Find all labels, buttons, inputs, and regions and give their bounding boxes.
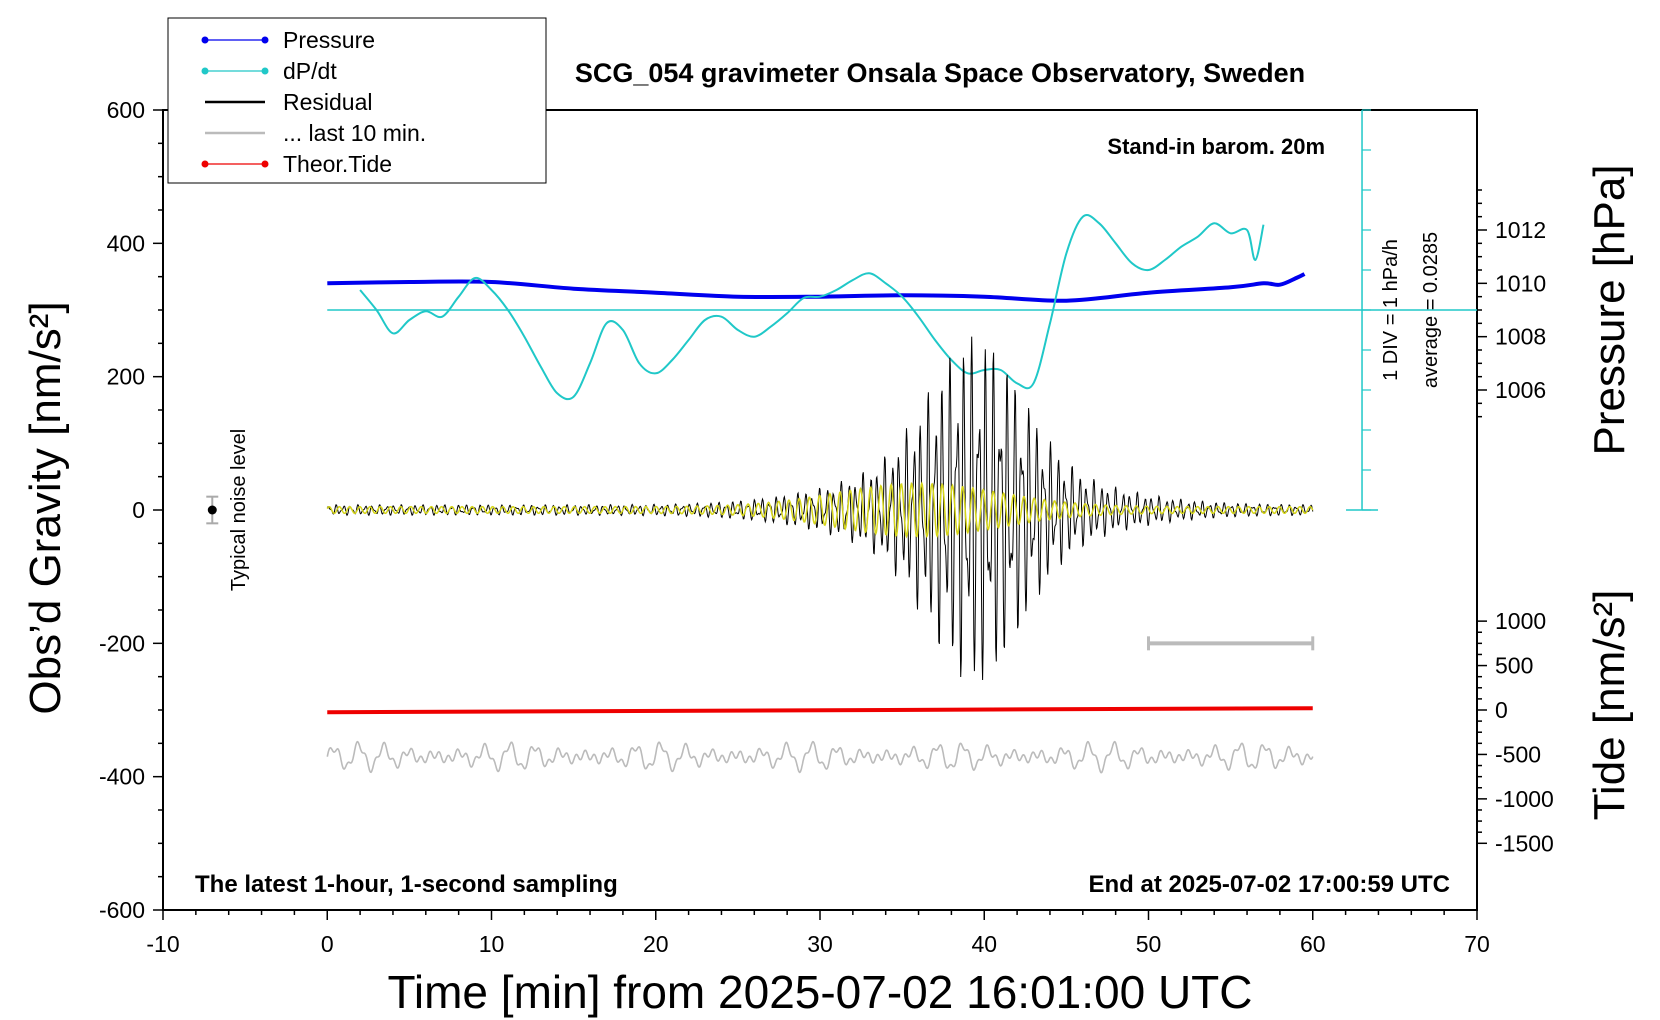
x-axis-label: Time [min] from 2025-07-02 16:01:00 UTC	[388, 966, 1253, 1018]
pressure-tick-label: 1008	[1495, 324, 1546, 350]
pressure-tick-label: 1006	[1495, 377, 1546, 403]
end-time-note: End at 2025-07-02 17:00:59 UTC	[1089, 871, 1451, 898]
noise-level-label: Typical noise level	[228, 429, 250, 591]
tide-tick-label: -500	[1495, 741, 1541, 767]
legend-box	[167, 17, 547, 184]
y-axis-label-tide: Tide [nm/s²]	[1585, 590, 1634, 821]
legend-label: Theor.Tide	[283, 151, 392, 177]
x-tick-label: -10	[146, 931, 179, 957]
legend-label: Pressure	[283, 27, 375, 53]
noise-marker-point	[207, 505, 217, 515]
x-tick-label: 60	[1300, 931, 1326, 957]
pressure-tick-label: 1012	[1495, 217, 1546, 243]
tide-tick-label: -1000	[1495, 786, 1554, 812]
tide-tick-label: -1500	[1495, 830, 1554, 856]
x-tick-label: 40	[971, 931, 997, 957]
residual-smoothed-line	[326, 481, 1314, 539]
x-tick-label: 70	[1464, 931, 1490, 957]
y-tick-label: 200	[107, 364, 145, 390]
tide-tick-label: 1000	[1495, 608, 1546, 634]
legend-label: dP/dt	[283, 58, 337, 84]
sampling-note: The latest 1-hour, 1-second sampling	[195, 871, 618, 898]
tide-tick-label: 0	[1495, 697, 1508, 723]
chart-title: SCG_054 gravimeter Onsala Space Observat…	[575, 58, 1305, 88]
legend-label: Residual	[283, 89, 373, 115]
div-scale-note: 1 DIV = 1 hPa/h	[1380, 239, 1402, 381]
legend-swatch-dot-right	[261, 36, 269, 44]
dpdt-line	[359, 214, 1265, 401]
legend-swatch-dot-left	[201, 67, 209, 75]
pressure-tick-label: 1010	[1495, 270, 1546, 296]
legend-swatch-dot-left	[201, 36, 209, 44]
average-note: average = 0.0285	[1420, 232, 1442, 388]
y-tick-label: -400	[99, 764, 145, 790]
y-tick-label: -600	[99, 897, 145, 923]
residual-line	[326, 336, 1314, 681]
residual-last-10-min-line	[326, 740, 1314, 774]
stand-in-barometer-note: Stand-in barom. 20m	[1107, 134, 1325, 159]
legend-label: ... last 10 min.	[283, 120, 426, 146]
legend-swatch-dot-left	[201, 160, 209, 168]
y-tick-label: 0	[132, 497, 145, 523]
legend-swatch-dot-right	[261, 160, 269, 168]
y-axis-label-left: Obs’d Gravity [nm/s²]	[21, 301, 70, 714]
y-tick-label: 600	[107, 97, 145, 123]
tide-line	[327, 706, 1313, 715]
x-tick-label: 50	[1136, 931, 1162, 957]
legend-swatch-dot-right	[261, 67, 269, 75]
x-tick-label: 30	[807, 931, 833, 957]
x-tick-label: 10	[479, 931, 505, 957]
tide-tick-label: 500	[1495, 653, 1533, 679]
pressure-line	[327, 272, 1306, 303]
legend: Pressure dP/dt Residual ... last 10 min. The…	[167, 17, 547, 184]
y-axis-label-pressure: Pressure [hPa]	[1585, 164, 1634, 455]
x-tick-label: 0	[321, 931, 334, 957]
y-tick-label: -200	[99, 630, 145, 656]
x-tick-label: 20	[643, 931, 669, 957]
y-tick-label: 400	[107, 230, 145, 256]
